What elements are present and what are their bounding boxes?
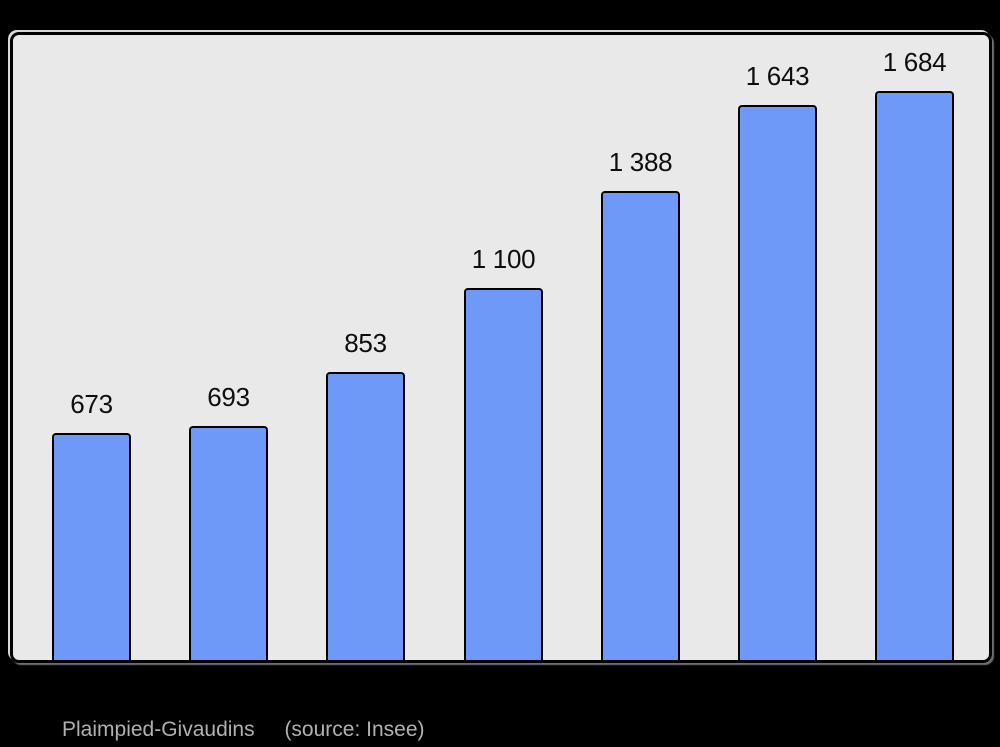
bar bbox=[875, 91, 954, 660]
caption-commune-name: Plaimpied-Givaudins bbox=[62, 718, 255, 741]
bar-value-label: 673 bbox=[70, 389, 113, 420]
bar-chart-plot: 673 693 853 1 100 1 388 1 643 1 684 bbox=[13, 35, 989, 660]
bar-value-label: 1 388 bbox=[608, 147, 673, 178]
bar-value-label: 1 643 bbox=[745, 61, 810, 92]
bar bbox=[189, 426, 268, 660]
bar-value-label: 853 bbox=[344, 328, 387, 359]
chart-frame: 673 693 853 1 100 1 388 1 643 1 684 bbox=[10, 32, 992, 663]
bar bbox=[326, 372, 405, 660]
bar bbox=[52, 433, 131, 660]
chart-caption: Plaimpied-Givaudins (source: Insee) bbox=[62, 717, 425, 743]
bar bbox=[464, 288, 543, 660]
caption-source-note: (source: Insee) bbox=[284, 718, 425, 741]
bar-value-label: 693 bbox=[207, 382, 250, 413]
bar-value-label: 1 100 bbox=[471, 244, 536, 275]
bar-value-label: 1 684 bbox=[882, 47, 947, 78]
bar bbox=[738, 105, 817, 660]
bar bbox=[601, 191, 680, 660]
